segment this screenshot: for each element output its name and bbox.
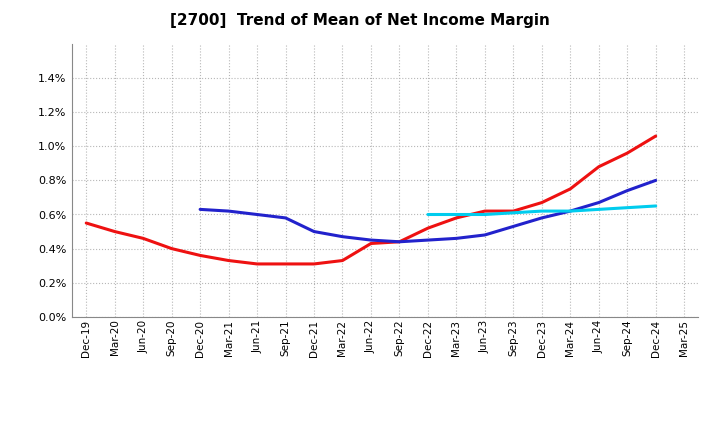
3 Years [423,225,432,231]
3 Years [395,239,404,244]
3 Years [366,241,375,246]
7 Years [623,205,631,210]
Line: 7 Years: 7 Years [428,206,656,214]
7 Years [566,209,575,214]
3 Years [253,261,261,267]
5 Years [623,188,631,193]
3 Years [566,186,575,191]
3 Years [310,261,318,267]
3 Years [196,253,204,258]
5 Years [253,212,261,217]
7 Years [452,212,461,217]
3 Years [623,150,631,156]
5 Years [225,209,233,214]
3 Years [110,229,119,234]
3 Years [82,220,91,226]
5 Years [395,239,404,244]
3 Years [595,164,603,169]
3 Years [537,200,546,205]
3 Years [452,215,461,220]
5 Years [196,207,204,212]
3 Years [509,209,518,214]
7 Years [423,212,432,217]
5 Years [652,178,660,183]
5 Years [423,238,432,243]
5 Years [310,229,318,234]
Text: [2700]  Trend of Mean of Net Income Margin: [2700] Trend of Mean of Net Income Margi… [170,13,550,28]
Line: 3 Years: 3 Years [86,136,656,264]
3 Years [338,258,347,263]
3 Years [167,246,176,251]
5 Years [366,238,375,243]
5 Years [537,215,546,220]
3 Years [480,209,489,214]
5 Years [595,200,603,205]
5 Years [480,232,489,238]
5 Years [566,209,575,214]
5 Years [282,215,290,220]
3 Years [139,236,148,241]
7 Years [595,207,603,212]
3 Years [282,261,290,267]
7 Years [652,203,660,209]
3 Years [652,133,660,139]
5 Years [338,234,347,239]
5 Years [452,236,461,241]
3 Years [225,258,233,263]
7 Years [480,212,489,217]
Line: 5 Years: 5 Years [200,180,656,242]
7 Years [537,209,546,214]
7 Years [509,210,518,216]
Legend: 3 Years, 5 Years, 7 Years, 10 Years: 3 Years, 5 Years, 7 Years, 10 Years [195,438,575,440]
5 Years [509,224,518,229]
